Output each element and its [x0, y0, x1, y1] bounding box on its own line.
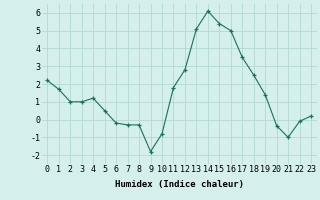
X-axis label: Humidex (Indice chaleur): Humidex (Indice chaleur)	[115, 180, 244, 189]
